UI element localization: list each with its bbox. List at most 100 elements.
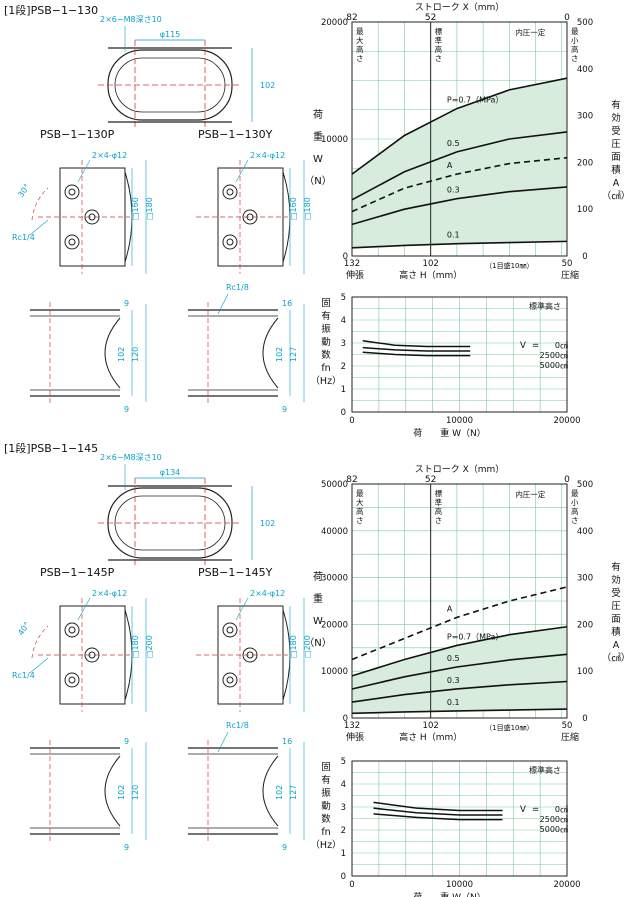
y-label: （Hz） [310,375,341,387]
col-label: 高 [356,44,364,54]
stroke-tick: 0 [564,13,570,23]
y-right-tick: 300 [577,574,593,584]
y-label: 有 [321,774,331,786]
x-tick: 0 [349,880,354,890]
bellows-profile [262,755,279,827]
bellows-profile [262,317,279,389]
plot-frame [351,296,568,413]
side-dim-label: 16 [282,299,292,308]
bolt-hole [222,622,238,638]
x-scale-note: （1目盛10㎜） [485,261,533,270]
series-line [351,708,568,715]
dim-a-label: □180 [289,635,298,658]
col-label: 最 [571,27,579,36]
y-label: 固 [321,298,331,309]
x-tick: 10000 [446,416,473,426]
flange [59,605,126,705]
port-label: Rc1/4 [12,233,35,242]
y-left-label: 荷 [313,109,323,121]
series-line [362,346,471,352]
leader [217,731,229,753]
series-line [351,186,568,226]
bolt-hole [242,209,258,225]
y-left-tick: 20000 [321,620,348,630]
x-axis-label: 高さ H（mm） [399,269,462,281]
variant-name: PSB−1−145P [40,566,115,579]
x-sub-label: 圧縮 [561,731,579,743]
side-dim-label: 102 [275,347,284,362]
y-right-tick: 300 [577,112,593,122]
col-label: 小 [571,36,579,45]
bolt-hole-inner [226,188,234,196]
series-line [351,156,568,213]
y-tick: 3 [341,339,346,349]
bolt-hole [222,234,238,250]
side-dim-label: 9 [124,405,129,414]
x-tick: 132 [344,721,360,731]
x-axis-label: 高さ H（mm） [399,731,462,743]
col-label: 標 [435,488,443,498]
x-tick: 132 [344,259,360,269]
dim-b-label: □180 [303,197,312,220]
curve-label: 0.1 [447,231,460,240]
stroke-tick: 0 [564,475,570,485]
bolt-hole [84,209,100,225]
y-right-label: 有 [611,99,621,111]
y-label: 固 [321,762,331,773]
bolt-hole-inner [246,651,254,659]
y-tick: 1 [341,385,346,395]
x-sub-label: 伸張 [346,731,364,743]
legend-entry: 5000㎤ [540,361,568,370]
bolt-hole-inner [68,238,76,246]
side-dim-label: 127 [289,347,298,362]
y-label: 有 [321,310,331,322]
dim-b-label: □180 [145,197,154,220]
y-left-tick: 10000 [321,667,348,677]
y-left-tick: 20000 [321,18,348,28]
height-label: 102 [260,519,275,528]
legend-entry: 0㎤ [555,341,568,350]
stroke-tick: 52 [425,13,436,23]
y-right-tick: 0 [582,252,587,262]
y-left-label: （N） [304,637,331,649]
x-tick: 20000 [553,880,580,890]
col-label: 最 [356,489,364,498]
curve-label: P=0.7（MPa） [447,632,504,641]
bolt-hole [64,184,80,200]
hole-label: 2×6−M8深さ10 [100,453,162,462]
y-right-label: 受 [611,125,621,137]
side-dim-label: 102 [275,785,284,800]
section-title: [1段]PSB−1−130 [4,3,98,17]
bolt-hole-inner [88,213,96,221]
bolt-hole [64,234,80,250]
series-line [351,77,568,175]
series-line [373,801,503,812]
side-dim-label: 9 [124,299,129,308]
series-line [351,625,568,677]
curve-label: 0.3 [447,186,460,195]
variant-name: PSB−1−130P [40,128,115,141]
flange [59,167,126,267]
col-label: さ [571,516,579,525]
bolt-hole-inner [68,626,76,634]
x-tick: 50 [562,721,573,731]
port-label: Rc1/8 [226,721,249,730]
legend-entry: 0㎤ [555,805,568,814]
dia-label: φ115 [160,30,181,39]
bolt-hole-inner [226,676,234,684]
bolt-hole [64,672,80,688]
bolt-hole-inner [246,213,254,221]
plot-frame [351,21,568,257]
col-label: 高 [571,506,579,516]
col-label: 内圧一定 [515,489,545,499]
legend-symbol: V [520,805,526,815]
x-sub-label: 伸張 [346,269,364,281]
bellows-profile [104,755,121,827]
x-tick: 20000 [553,416,580,426]
y-left-tick: 0 [343,252,348,262]
side-dim-label: 9 [282,843,287,852]
col-label: 高 [571,44,579,54]
